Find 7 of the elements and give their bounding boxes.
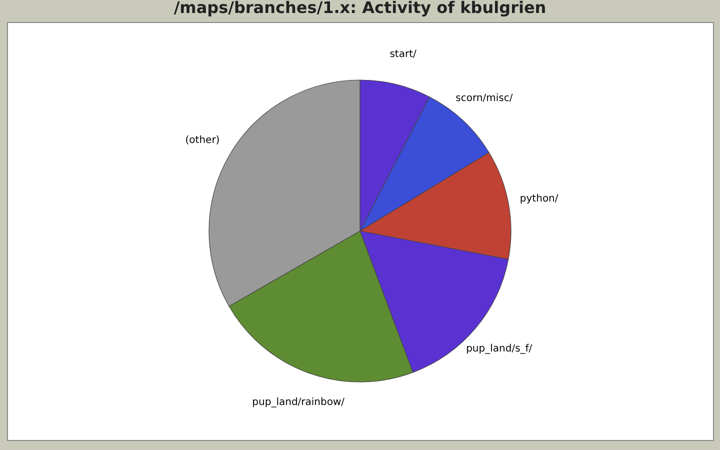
slice-label: pup_land/rainbow/: [252, 397, 346, 408]
slice-label: pup_land/s_f/: [466, 343, 533, 354]
chart-title: /maps/branches/1.x: Activity of kbulgrien: [174, 0, 546, 17]
slice-label: start/: [390, 49, 417, 60]
slice-label: scorn/misc/: [456, 92, 514, 104]
slice-label: python/: [520, 194, 559, 205]
slice-label: (other): [185, 134, 220, 146]
